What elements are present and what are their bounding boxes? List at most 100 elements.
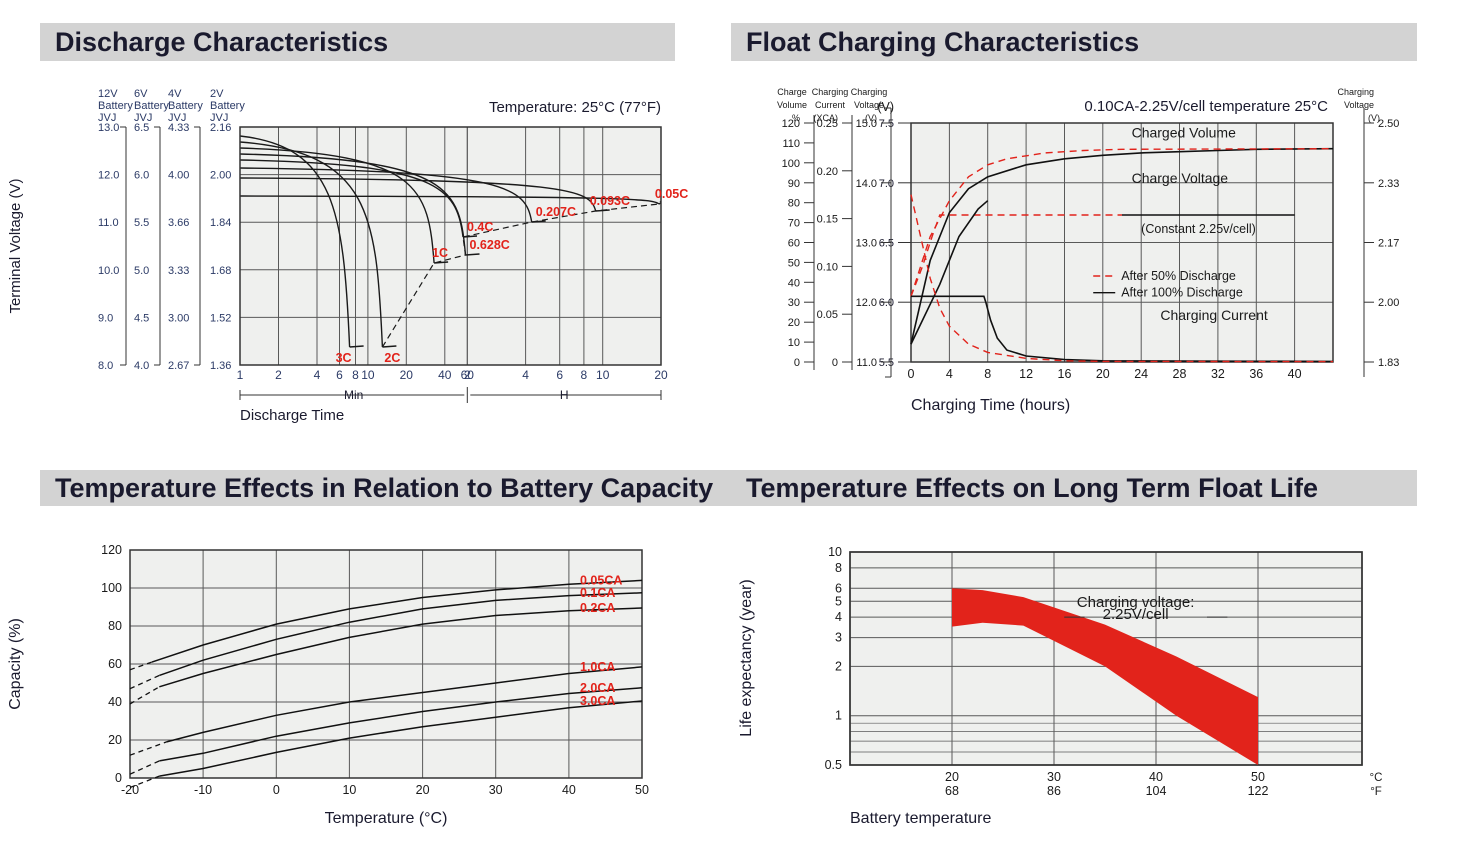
svg-text:3.66: 3.66 (168, 217, 189, 229)
svg-text:4: 4 (946, 367, 953, 381)
svg-text:3C: 3C (336, 351, 352, 365)
svg-text:2: 2 (275, 368, 282, 382)
svg-text:Charging Current: Charging Current (1160, 307, 1267, 323)
svg-text:Current: Current (815, 100, 846, 110)
svg-text:3.00: 3.00 (168, 312, 189, 324)
svg-text:4.5: 4.5 (134, 312, 149, 324)
svg-text:Capacity (%): Capacity (%) (7, 618, 24, 710)
svg-text:0.5: 0.5 (825, 758, 842, 772)
svg-text:8.0: 8.0 (98, 360, 113, 372)
svg-text:2.00: 2.00 (210, 170, 231, 182)
svg-text:JVJ: JVJ (98, 112, 116, 124)
svg-text:70: 70 (788, 218, 800, 230)
svg-text:Charging: Charging (812, 87, 849, 97)
svg-text:50: 50 (1251, 770, 1265, 784)
svg-text:0.093C: 0.093C (590, 194, 630, 208)
svg-text:20: 20 (945, 770, 959, 784)
svg-text:80: 80 (788, 198, 800, 210)
svg-text:12V: 12V (98, 88, 118, 100)
svg-text:2.00: 2.00 (1378, 297, 1399, 309)
svg-text:After 100% Discharge: After 100% Discharge (1121, 286, 1243, 300)
svg-text:2C: 2C (384, 351, 400, 365)
svg-text:6: 6 (336, 368, 343, 382)
svg-text:6: 6 (835, 581, 842, 595)
svg-text:6V: 6V (134, 88, 148, 100)
svg-text:0.4C: 0.4C (467, 220, 493, 234)
svg-text:10: 10 (361, 368, 375, 382)
svg-text:0.15: 0.15 (817, 214, 838, 226)
svg-text:40: 40 (438, 368, 452, 382)
svg-text:Voltage: Voltage (854, 100, 884, 110)
svg-text:Battery: Battery (98, 100, 133, 112)
svg-text:20: 20 (400, 368, 414, 382)
svg-text:Charge Voltage: Charge Voltage (1132, 170, 1229, 186)
svg-text:1C: 1C (432, 246, 448, 260)
svg-text:2.50: 2.50 (1378, 118, 1399, 130)
svg-text:2.33: 2.33 (1378, 178, 1399, 190)
svg-text:20: 20 (654, 368, 668, 382)
svg-text:(V): (V) (865, 113, 877, 123)
svg-text:36: 36 (1249, 367, 1263, 381)
svg-text:104: 104 (1146, 784, 1167, 798)
svg-text:Battery temperature: Battery temperature (850, 810, 992, 827)
svg-text:20: 20 (1096, 367, 1110, 381)
svg-text:50: 50 (788, 257, 800, 269)
svg-text:13.0: 13.0 (856, 238, 877, 250)
svg-text:0.10: 0.10 (817, 261, 838, 273)
svg-text:40: 40 (1288, 367, 1302, 381)
svg-text:%: % (792, 113, 800, 123)
svg-text:8: 8 (352, 368, 359, 382)
svg-text:JVJ: JVJ (168, 112, 186, 124)
svg-text:4V: 4V (168, 88, 182, 100)
svg-text:14.0: 14.0 (856, 178, 877, 190)
svg-text:4.0: 4.0 (134, 360, 149, 372)
svg-text:After 50% Discharge: After 50% Discharge (1121, 269, 1236, 283)
svg-text:16: 16 (1058, 367, 1072, 381)
svg-text:100: 100 (101, 581, 122, 595)
svg-text:4: 4 (835, 610, 842, 624)
svg-text:100: 100 (782, 158, 800, 170)
svg-text:Charging: Charging (1337, 87, 1374, 97)
svg-text:10: 10 (342, 783, 356, 797)
svg-text:32: 32 (1211, 367, 1225, 381)
svg-text:0: 0 (832, 357, 838, 369)
svg-text:0: 0 (115, 771, 122, 785)
svg-text:°C: °C (1370, 772, 1383, 784)
svg-text:6.5: 6.5 (879, 238, 894, 250)
svg-text:12: 12 (1019, 367, 1033, 381)
svg-text:40: 40 (1149, 770, 1163, 784)
svg-text:8: 8 (984, 367, 991, 381)
svg-text:2V: 2V (210, 88, 224, 100)
svg-text:2: 2 (464, 368, 471, 382)
svg-text:50: 50 (635, 783, 649, 797)
svg-text:5.5: 5.5 (879, 357, 894, 369)
svg-text:5.0: 5.0 (134, 265, 149, 277)
svg-text:2: 2 (835, 659, 842, 673)
svg-text:1: 1 (237, 368, 244, 382)
svg-text:12.0: 12.0 (856, 297, 877, 309)
svg-text:28: 28 (1173, 367, 1187, 381)
svg-text:0.207C: 0.207C (536, 205, 576, 219)
svg-text:0.05C: 0.05C (655, 187, 688, 201)
svg-text:6.0: 6.0 (134, 170, 149, 182)
svg-text:1.68: 1.68 (210, 265, 231, 277)
svg-text:3.0CA: 3.0CA (580, 694, 615, 708)
svg-text:80: 80 (108, 619, 122, 633)
svg-text:Charge: Charge (777, 87, 807, 97)
svg-text:(XCA): (XCA) (814, 113, 839, 123)
svg-text:Temperature: 25°C (77°F): Temperature: 25°C (77°F) (489, 99, 661, 116)
svg-text:8: 8 (581, 368, 588, 382)
svg-text:1.0CA: 1.0CA (580, 660, 615, 674)
svg-text:5: 5 (835, 594, 842, 608)
svg-text:(Constant 2.25v/cell): (Constant 2.25v/cell) (1141, 222, 1256, 236)
svg-text:Battery: Battery (210, 100, 245, 112)
svg-text:6.0: 6.0 (879, 297, 894, 309)
svg-text:0: 0 (794, 357, 800, 369)
svg-text:8: 8 (835, 561, 842, 575)
svg-text:Battery: Battery (168, 100, 203, 112)
svg-text:2.25V/cell: 2.25V/cell (1103, 606, 1169, 623)
svg-text:4.00: 4.00 (168, 170, 189, 182)
svg-text:JVJ: JVJ (210, 112, 228, 124)
svg-text:20: 20 (108, 733, 122, 747)
svg-text:3.33: 3.33 (168, 265, 189, 277)
